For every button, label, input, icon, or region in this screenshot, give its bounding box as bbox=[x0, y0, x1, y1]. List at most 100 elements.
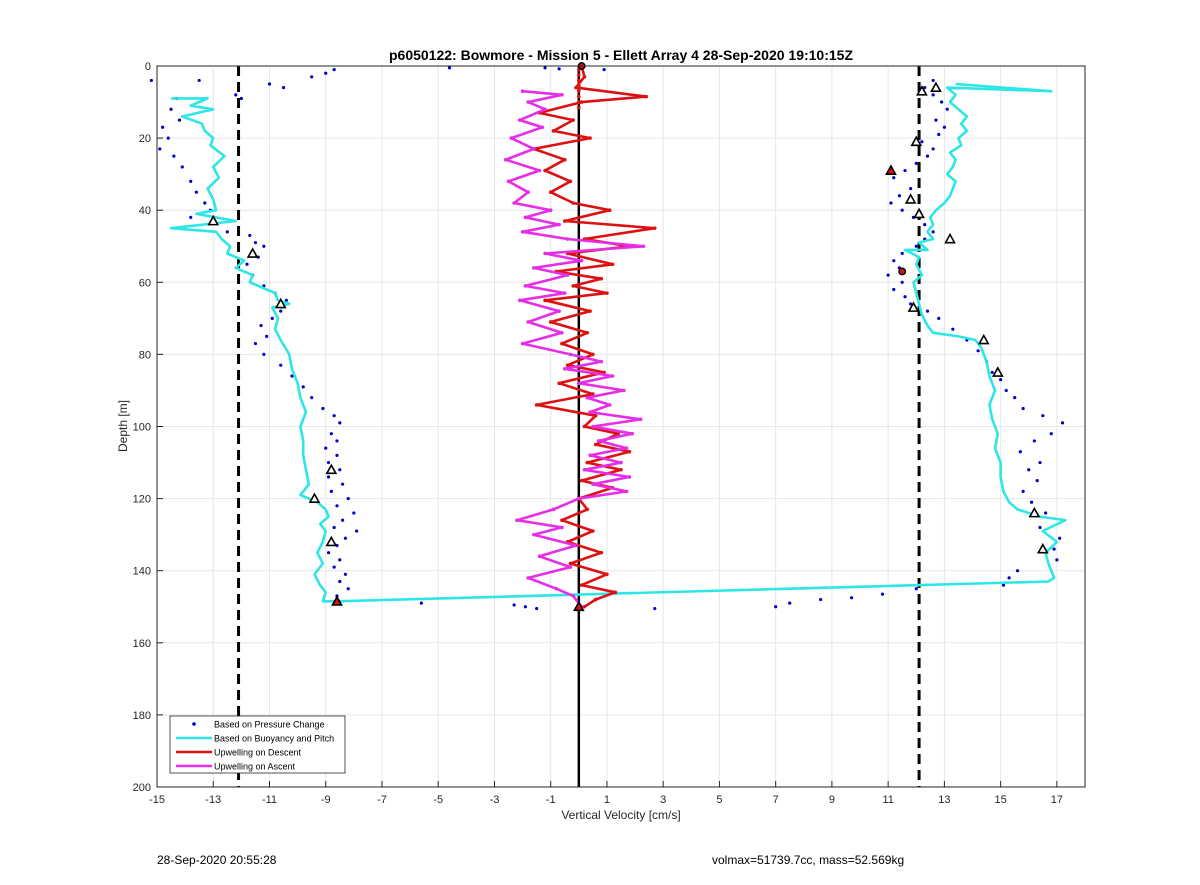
upwelling-point bbox=[605, 572, 609, 577]
upwelling-point bbox=[515, 518, 519, 523]
upwelling-point bbox=[526, 576, 530, 580]
pressure-change-point bbox=[1058, 536, 1062, 540]
pressure-change-point bbox=[234, 93, 238, 97]
upwelling-point bbox=[565, 363, 570, 368]
pressure-change-point bbox=[265, 334, 269, 338]
pressure-change-point bbox=[923, 86, 927, 90]
pressure-change-point bbox=[189, 179, 193, 183]
waypoint-marker bbox=[308, 492, 321, 504]
pressure-change-point bbox=[332, 414, 336, 418]
upwelling-point bbox=[571, 201, 575, 205]
upwelling-point bbox=[582, 604, 587, 609]
pressure-change-point bbox=[939, 100, 944, 104]
upwelling-point bbox=[509, 136, 514, 140]
pressure-change-point bbox=[999, 378, 1003, 382]
pressure-change-point bbox=[892, 287, 896, 292]
upwelling-point bbox=[526, 190, 530, 194]
pressure-change-point bbox=[180, 165, 184, 169]
surface-dot bbox=[577, 100, 581, 104]
waypoint-marker bbox=[885, 164, 897, 175]
legend-box bbox=[169, 715, 346, 774]
upwelling-point bbox=[551, 507, 556, 512]
pressure-change-point bbox=[602, 68, 606, 72]
upwelling-point bbox=[560, 518, 564, 523]
upwelling-point bbox=[568, 565, 573, 569]
waypoint-marker bbox=[904, 193, 917, 204]
x-tick-label: 11 bbox=[882, 794, 893, 806]
legend-label: Based on Buoyancy and Pitch bbox=[214, 734, 334, 744]
pressure-change-point bbox=[914, 244, 918, 248]
pressure-change-point bbox=[990, 370, 994, 375]
x-tick-label: -15 bbox=[149, 794, 165, 806]
pressure-change-point bbox=[338, 421, 342, 425]
waypoint-marker bbox=[207, 214, 220, 226]
pressure-change-point bbox=[341, 482, 345, 486]
upwelling-point bbox=[520, 89, 525, 94]
upwelling-point bbox=[517, 118, 522, 122]
upwelling-point bbox=[582, 75, 587, 79]
upwelling-point bbox=[599, 276, 604, 281]
upwelling-point bbox=[619, 460, 623, 465]
upwelling-point bbox=[543, 298, 547, 303]
upwelling-point bbox=[641, 244, 646, 249]
pressure-change-point bbox=[329, 432, 333, 436]
pressure-change-point bbox=[1018, 450, 1022, 454]
y-tick-label: 120 bbox=[133, 494, 151, 506]
x-tick-label: 7 bbox=[773, 794, 779, 806]
pressure-change-point bbox=[849, 596, 854, 600]
pressure-change-point bbox=[931, 78, 935, 83]
pressure-change-point bbox=[324, 446, 328, 450]
surface-dot bbox=[577, 89, 581, 94]
upwelling-point bbox=[588, 410, 592, 414]
pressure-change-point bbox=[166, 136, 170, 140]
upwelling-point bbox=[627, 475, 632, 479]
pressure-change-point bbox=[880, 592, 885, 596]
pressure-change-point bbox=[819, 597, 823, 602]
pressure-change-point bbox=[1041, 414, 1045, 418]
markers-group bbox=[207, 62, 1049, 612]
upwelling-point bbox=[605, 291, 609, 295]
pressure-change-point bbox=[279, 309, 283, 313]
pressure-change-point bbox=[259, 323, 263, 328]
upwelling-point bbox=[543, 251, 547, 256]
pressure-change-point bbox=[346, 587, 350, 591]
chart-title: p6050122: Bowmore - Mission 5 - Ellett A… bbox=[389, 47, 853, 63]
pressure-change-point bbox=[934, 118, 938, 122]
footer-info: volmax=51739.7cc, mass=52.569kg bbox=[712, 853, 905, 867]
pressure-change-point bbox=[788, 601, 792, 605]
upwelling-point bbox=[579, 583, 584, 587]
upwelling-point bbox=[565, 273, 570, 277]
upwelling-point bbox=[577, 496, 581, 501]
waypoint-marker bbox=[274, 297, 287, 309]
pressure-change-point bbox=[557, 67, 561, 71]
upwelling-point bbox=[568, 179, 573, 184]
pressure-change-point bbox=[149, 78, 153, 83]
pressure-change-point bbox=[1021, 489, 1025, 493]
pressure-change-point bbox=[897, 194, 902, 198]
upwelling-point bbox=[585, 460, 590, 465]
pressure-change-point bbox=[1007, 576, 1011, 580]
pressure-change-point bbox=[253, 241, 258, 245]
y-tick-label: 60 bbox=[139, 277, 151, 289]
upwelling-point bbox=[588, 453, 592, 458]
waypoint-marker bbox=[991, 366, 1004, 377]
upwelling-point bbox=[560, 525, 564, 530]
based-on-buoyancy-and-pitch-line bbox=[169, 82, 1067, 603]
pressure-change-point bbox=[900, 251, 904, 256]
pressure-change-point bbox=[248, 233, 252, 238]
upwelling-on-ascent-line bbox=[504, 89, 645, 608]
upwelling-point bbox=[526, 100, 530, 104]
pressure-change-point bbox=[279, 363, 283, 367]
upwelling-point bbox=[560, 93, 564, 97]
upwelling-point bbox=[568, 561, 573, 566]
upwelling-point bbox=[557, 309, 561, 313]
upwelling-point bbox=[652, 226, 657, 231]
pressure-change-point bbox=[1027, 468, 1031, 472]
upwelling-point bbox=[537, 554, 542, 559]
pressure-change-point bbox=[925, 309, 930, 313]
pressure-change-point bbox=[931, 147, 935, 151]
waypoint-marker bbox=[325, 463, 338, 475]
y-tick-label: 200 bbox=[133, 782, 151, 794]
upwelling-point bbox=[593, 597, 598, 602]
upwelling-point bbox=[610, 262, 615, 267]
